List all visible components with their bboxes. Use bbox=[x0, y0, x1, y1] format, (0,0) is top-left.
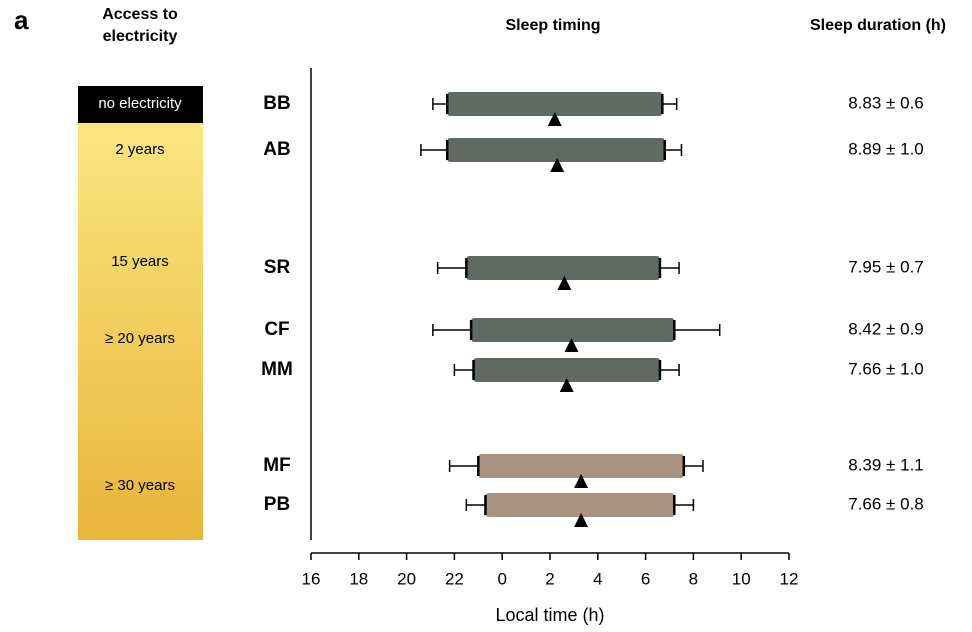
sleep-bar bbox=[473, 358, 660, 382]
x-tick-label: 12 bbox=[780, 569, 799, 588]
midpoint-marker bbox=[564, 338, 579, 352]
midpoint-marker bbox=[559, 378, 574, 392]
sleep-duration: 7.66 ± 0.8 bbox=[848, 494, 924, 513]
sleep-bar bbox=[485, 493, 675, 517]
group-label: PB bbox=[264, 494, 290, 515]
sleep-bar bbox=[478, 454, 684, 478]
sleep-bar bbox=[471, 318, 675, 342]
access-header bbox=[78, 86, 203, 123]
access-level: 2 years bbox=[115, 141, 164, 158]
x-tick-label: 16 bbox=[302, 569, 321, 588]
x-axis-title: Local time (h) bbox=[495, 605, 604, 625]
group-label: MM bbox=[261, 359, 293, 380]
sleep-bar bbox=[447, 92, 663, 116]
access-level: 15 years bbox=[111, 253, 169, 270]
x-tick-label: 6 bbox=[641, 569, 650, 588]
x-tick-label: 4 bbox=[593, 569, 602, 588]
access-level: ≥ 30 years bbox=[105, 477, 175, 494]
x-tick-label: 8 bbox=[689, 569, 698, 588]
group-label: MF bbox=[263, 455, 290, 476]
column-title: Sleep timing bbox=[505, 17, 600, 34]
access-level: ≥ 20 years bbox=[105, 330, 175, 347]
sleep-bar bbox=[466, 256, 660, 280]
group-label: CF bbox=[264, 319, 289, 340]
x-tick-label: 10 bbox=[732, 569, 751, 588]
midpoint-marker bbox=[550, 158, 565, 172]
x-tick-label: 22 bbox=[445, 569, 464, 588]
access-title: Access to electricity bbox=[102, 6, 178, 45]
duration-title: Sleep duration (h) bbox=[810, 17, 946, 34]
sleep-duration: 8.89 ± 1.0 bbox=[848, 139, 924, 158]
x-tick-label: 20 bbox=[397, 569, 416, 588]
group-label: AB bbox=[263, 139, 290, 160]
midpoint-marker bbox=[547, 112, 562, 126]
midpoint-marker bbox=[574, 513, 589, 527]
x-tick-label: 0 bbox=[497, 569, 506, 588]
x-tick-label: 2 bbox=[545, 569, 554, 588]
access-box bbox=[78, 86, 203, 540]
panel-label: a bbox=[14, 5, 29, 35]
midpoint-marker bbox=[574, 474, 589, 488]
sleep-duration: 8.83 ± 0.6 bbox=[848, 93, 924, 112]
midpoint-marker bbox=[557, 276, 572, 290]
group-label: BB bbox=[263, 93, 290, 114]
sleep-duration: 8.42 ± 0.9 bbox=[848, 319, 924, 338]
sleep-duration: 7.66 ± 1.0 bbox=[848, 359, 924, 378]
sleep-duration: 8.39 ± 1.1 bbox=[848, 455, 924, 474]
access-level: no electricity bbox=[98, 95, 182, 112]
group-label: SR bbox=[264, 257, 291, 278]
x-tick-label: 18 bbox=[349, 569, 368, 588]
sleep-bar bbox=[447, 138, 665, 162]
sleep-duration: 7.95 ± 0.7 bbox=[848, 257, 924, 276]
